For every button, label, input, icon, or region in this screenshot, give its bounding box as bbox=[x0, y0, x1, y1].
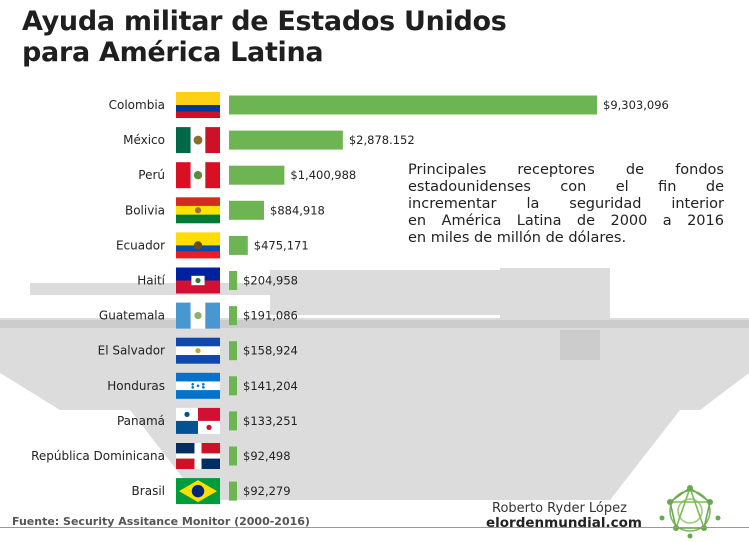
bar bbox=[229, 130, 343, 150]
category-label: Colombia bbox=[109, 98, 165, 112]
value-label: $92,279 bbox=[243, 484, 291, 498]
description-line: en América Latina de 2000 a 2016 bbox=[408, 213, 724, 229]
category-label: República Dominicana bbox=[31, 449, 165, 463]
footer-divider bbox=[0, 527, 749, 528]
colombia-flag bbox=[176, 92, 220, 118]
value-label: $133,251 bbox=[243, 414, 298, 428]
value-label: $158,924 bbox=[243, 344, 298, 358]
value-label: $2,878.152 bbox=[349, 133, 415, 147]
chart-description: Principales receptores de fondos estadou… bbox=[408, 162, 724, 247]
category-label: Honduras bbox=[107, 379, 165, 393]
title-line-1: Ayuda militar de Estados Unidos bbox=[22, 6, 507, 37]
description-line: Principales receptores de fondos bbox=[408, 162, 724, 178]
bar bbox=[229, 200, 265, 220]
panama-flag bbox=[176, 407, 220, 434]
mexico-flag bbox=[176, 127, 220, 154]
el-salvador-flag bbox=[176, 337, 220, 364]
chart-title: Ayuda militar de Estados Unidos para Amé… bbox=[22, 6, 507, 68]
brazil-flag bbox=[176, 478, 220, 505]
category-label: Haití bbox=[137, 274, 165, 288]
description-line: incrementar la seguridad interior bbox=[408, 196, 724, 212]
el-orden-mundial-logo bbox=[659, 485, 721, 539]
honduras-flag bbox=[176, 372, 220, 399]
author-name: Roberto Ryder López bbox=[492, 501, 627, 516]
description-line: en miles de millón de dólares. bbox=[408, 230, 627, 246]
category-label: Panamá bbox=[117, 414, 165, 428]
value-label: $884,918 bbox=[270, 203, 325, 217]
bar bbox=[229, 271, 238, 290]
bar bbox=[229, 341, 237, 361]
bar bbox=[229, 165, 285, 185]
value-label: $475,171 bbox=[254, 238, 309, 252]
guatemala-flag bbox=[176, 302, 220, 329]
bolivia-flag bbox=[176, 197, 220, 224]
title-line-2: para América Latina bbox=[22, 37, 324, 68]
bar bbox=[229, 376, 237, 396]
category-label: Perú bbox=[138, 168, 165, 182]
value-label: $92,498 bbox=[243, 449, 291, 463]
bar bbox=[229, 235, 248, 255]
description-line: estadounidenses con el fin de bbox=[408, 179, 724, 195]
category-label: México bbox=[123, 133, 165, 147]
category-label: El Salvador bbox=[98, 344, 165, 358]
bar bbox=[229, 446, 237, 466]
value-label: $204,958 bbox=[243, 274, 298, 288]
bar bbox=[229, 306, 237, 326]
value-label: $9,303,096 bbox=[603, 98, 669, 112]
ecuador-flag bbox=[176, 232, 220, 259]
value-label: $191,086 bbox=[243, 309, 298, 323]
peru-flag bbox=[176, 162, 220, 189]
category-label: Ecuador bbox=[116, 238, 165, 252]
category-label: Brasil bbox=[132, 484, 165, 498]
haiti-flag bbox=[176, 267, 220, 294]
category-label: Guatemala bbox=[99, 309, 165, 323]
category-label: Bolivia bbox=[125, 203, 165, 217]
bar bbox=[229, 95, 597, 115]
value-label: $141,204 bbox=[243, 379, 298, 393]
source-note: Fuente: Security Assitance Monitor (2000… bbox=[12, 515, 310, 528]
bar bbox=[229, 411, 237, 431]
bar bbox=[229, 481, 237, 501]
value-label: $1,400,988 bbox=[290, 168, 356, 182]
site-name: elordenmundial.com bbox=[486, 515, 642, 531]
dominican-republic-flag bbox=[176, 443, 220, 469]
